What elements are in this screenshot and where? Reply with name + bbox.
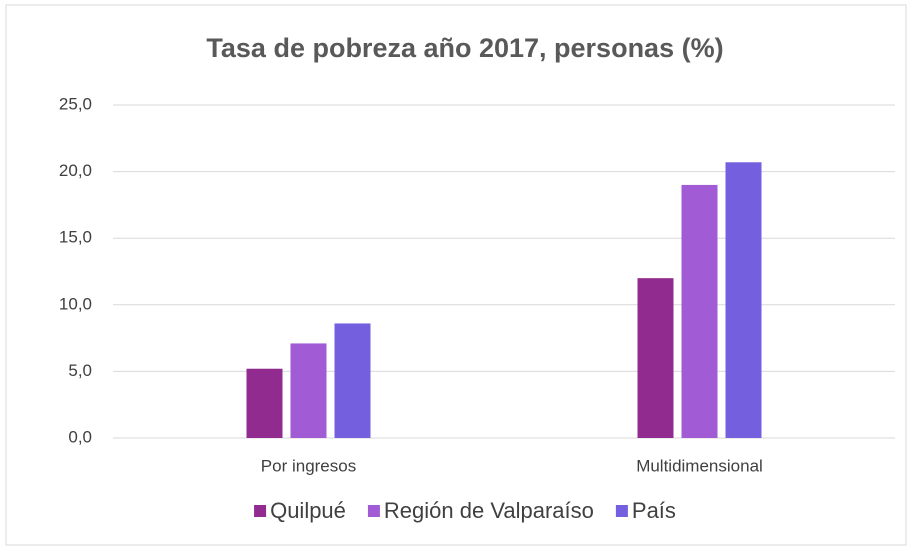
x-tick-label: Multidimensional xyxy=(636,456,763,475)
y-tick-label: 10,0 xyxy=(59,294,92,313)
y-tick-label: 5,0 xyxy=(68,361,92,380)
bar xyxy=(334,323,371,438)
chart-title: Tasa de pobreza año 2017, personas (%) xyxy=(206,33,723,63)
bar xyxy=(681,184,718,438)
y-tick-label: 25,0 xyxy=(59,94,92,113)
bar xyxy=(637,278,674,438)
legend-swatch xyxy=(254,505,267,517)
legend-swatch xyxy=(367,505,380,517)
legend-label: Región de Valparaíso xyxy=(384,498,594,523)
y-tick-label: 15,0 xyxy=(59,228,92,247)
bar xyxy=(246,368,283,438)
legend-swatch xyxy=(615,505,628,517)
x-tick-label: Por ingresos xyxy=(261,456,356,475)
legend-label: País xyxy=(632,498,676,523)
y-tick-label: 0,0 xyxy=(68,427,92,446)
legend-label: Quilpué xyxy=(270,498,346,523)
bar xyxy=(290,343,327,438)
bar xyxy=(725,162,762,438)
y-tick-label: 20,0 xyxy=(59,161,92,180)
chart-frame xyxy=(5,4,907,546)
